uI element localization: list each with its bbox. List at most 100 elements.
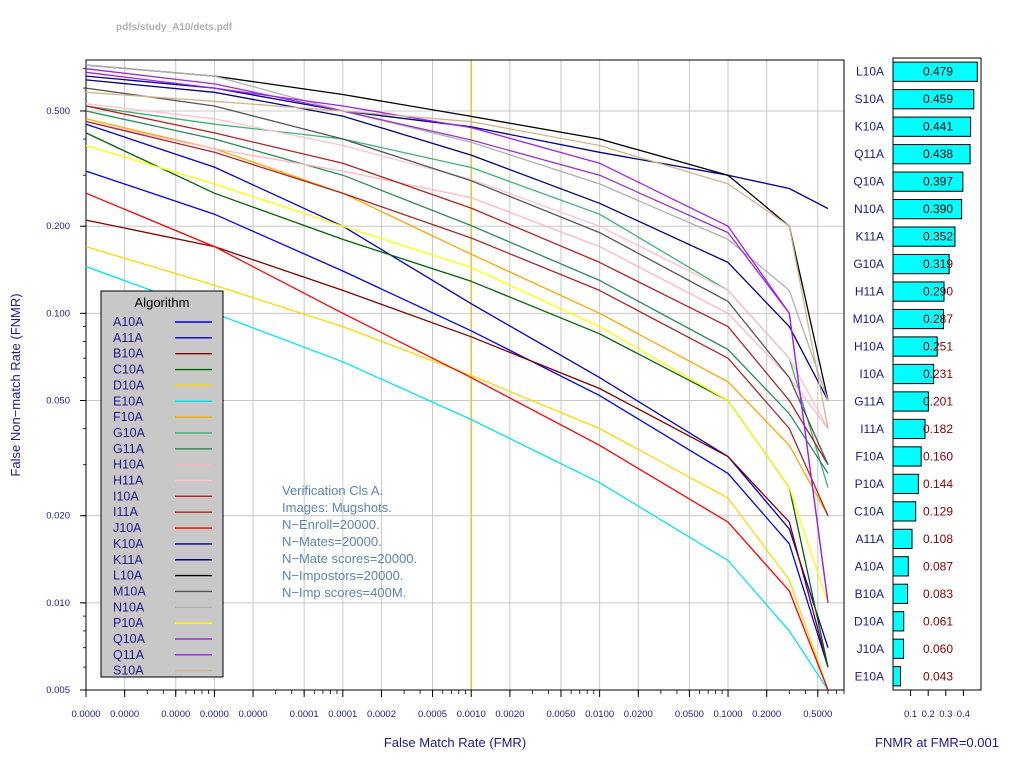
bar-value-label: 0.108 xyxy=(923,532,953,546)
bar-value-label: 0.287 xyxy=(923,312,953,326)
series-line-e10a xyxy=(85,265,829,691)
x-tick-label: 0.5000 xyxy=(803,709,832,720)
file-path-label: pdfs/study_A10/dets.pdf xyxy=(116,22,233,33)
bar-b10a xyxy=(892,583,909,604)
legend-label-g11a: G11A xyxy=(113,442,145,456)
x-tick-label: 0.0005 xyxy=(418,709,447,720)
bar-category-label: I10A xyxy=(859,367,884,381)
x-tick-label: 0.0000 xyxy=(200,709,229,720)
x-tick-label: 0.0001 xyxy=(290,709,319,720)
series-line-h11a xyxy=(85,103,829,429)
legend-label-n10a: N10A xyxy=(113,600,145,614)
bar-p10a xyxy=(892,473,919,495)
series-line-i11a xyxy=(85,120,829,516)
legend-label-k10a: K10A xyxy=(113,537,144,551)
annotation-line: N−Mates=20000. xyxy=(282,534,382,549)
legend-label-h11a: H11A xyxy=(113,474,144,488)
x-tick-label: 0.0200 xyxy=(624,709,653,720)
bar-x-tick-label: 0.4 xyxy=(957,709,970,720)
series-line-b10a xyxy=(85,219,829,668)
bar-value-label: 0.459 xyxy=(923,92,953,106)
bar-value-labels: 0.479 0.459 0.441 0.438 0.397 0.390 0.352 0.319… xyxy=(923,65,953,684)
bar-a11a xyxy=(892,528,913,549)
bar-h10a xyxy=(892,336,938,357)
x-tick-label: 0.0000 xyxy=(110,709,139,720)
bar-category-label: D10A xyxy=(854,614,884,628)
legend-label-a10a: A10A xyxy=(113,315,144,329)
series-line-i10a xyxy=(85,105,829,466)
legend-label-q10a: Q10A xyxy=(113,632,146,646)
legend-label-b10a: B10A xyxy=(113,347,144,361)
bar-value-label: 0.251 xyxy=(923,340,953,354)
y-tick-label: 0.020 xyxy=(46,511,70,522)
bar-x-tick-label: 0.2 xyxy=(922,709,935,720)
y-tick-label: 0.050 xyxy=(46,395,70,406)
legend-label-i10a: I10A xyxy=(113,489,139,503)
bar-category-label: J10A xyxy=(857,642,884,656)
bars xyxy=(892,61,978,687)
y-tick-label: 0.005 xyxy=(46,685,70,696)
y-tick-label: 0.200 xyxy=(46,221,70,232)
bar-category-label: H11A xyxy=(855,285,884,299)
bar-value-label: 0.290 xyxy=(923,285,953,299)
series-line-j10a xyxy=(85,192,829,691)
bar-l10a xyxy=(892,61,978,82)
legend-label-c10a: C10A xyxy=(113,363,145,377)
bar-value-label: 0.083 xyxy=(923,587,953,601)
bar-value-label: 0.160 xyxy=(923,449,953,463)
bar-category-label: Q10A xyxy=(853,175,884,189)
legend-label-k11a: K11A xyxy=(113,553,143,567)
bar-category-label: F10A xyxy=(855,449,884,463)
bar-x-axis-ticks: 0.1 0.2 0.3 0.4 xyxy=(904,690,970,720)
annotation-line: N−Impostors=20000. xyxy=(282,568,403,583)
bar-category-label: M10A xyxy=(853,312,884,326)
y-axis-title: False Non−match Rate (FNMR) xyxy=(8,293,23,476)
legend-label-d10a: D10A xyxy=(113,378,145,392)
study-annotation: Verification Cls A. Images: Mugshots. N−… xyxy=(282,483,417,600)
y-tick-label: 0.500 xyxy=(46,106,70,117)
bar-d10a xyxy=(892,611,905,632)
annotation-line: Verification Cls A. xyxy=(282,483,383,498)
bar-i10a xyxy=(892,363,935,385)
bar-value-label: 0.201 xyxy=(923,394,953,408)
annotation-line: N−Mate scores=20000. xyxy=(282,551,417,566)
bar-q11a xyxy=(892,144,971,165)
bar-category-label: I11A xyxy=(860,422,884,436)
bar-category-label: Q11A xyxy=(854,147,884,161)
bar-a10a xyxy=(892,556,909,577)
bar-value-label: 0.231 xyxy=(923,367,953,381)
x-tick-label: 0.0050 xyxy=(546,709,575,720)
series-lines xyxy=(85,64,829,691)
bar-x-tick-label: 0.3 xyxy=(939,709,952,720)
bar-category-label: C10A xyxy=(854,504,884,518)
bar-category-label: L10A xyxy=(856,65,884,79)
fnmr-bar-chart: L10A S10A K10A Q11A Q10A N10A K11A G10A H11A M10A… xyxy=(853,57,999,750)
bar-value-label: 0.479 xyxy=(923,65,953,79)
bar-category-labels: L10A S10A K10A Q11A Q10A N10A K11A G10A H11A M10A… xyxy=(853,65,884,684)
bar-e10a xyxy=(892,666,902,687)
series-line-q11a xyxy=(85,71,829,603)
series-line-s10a xyxy=(85,91,829,429)
y-tick-label: 0.100 xyxy=(46,308,70,319)
bar-category-label: E10A xyxy=(855,669,884,683)
x-tick-label: 0.0000 xyxy=(161,709,190,720)
x-tick-label: 0.2000 xyxy=(752,709,781,720)
x-tick-label: 0.0001 xyxy=(328,709,357,720)
legend-label-f10a: F10A xyxy=(113,410,144,424)
annotation-line: N−Enroll=20000. xyxy=(282,517,380,532)
legend-box xyxy=(100,290,224,678)
annotation-line: N−Imp scores=400M. xyxy=(282,585,406,600)
bar-value-label: 0.438 xyxy=(923,147,953,161)
bar-q10a xyxy=(892,171,964,192)
bar-value-label: 0.441 xyxy=(923,120,953,134)
legend-label-h10a: H10A xyxy=(113,458,145,472)
bar-x-tick-label: 0.1 xyxy=(904,709,917,720)
series-line-f10a xyxy=(85,118,829,517)
bar-category-label: N10A xyxy=(854,202,884,216)
series-line-d10a xyxy=(85,245,829,691)
bar-category-label: A11A xyxy=(856,532,884,546)
x-axis-title: False Match Rate (FMR) xyxy=(384,735,526,750)
bar-g10a xyxy=(892,253,950,275)
series-line-k10a xyxy=(85,75,829,210)
x-tick-label: 0.0010 xyxy=(457,709,486,720)
